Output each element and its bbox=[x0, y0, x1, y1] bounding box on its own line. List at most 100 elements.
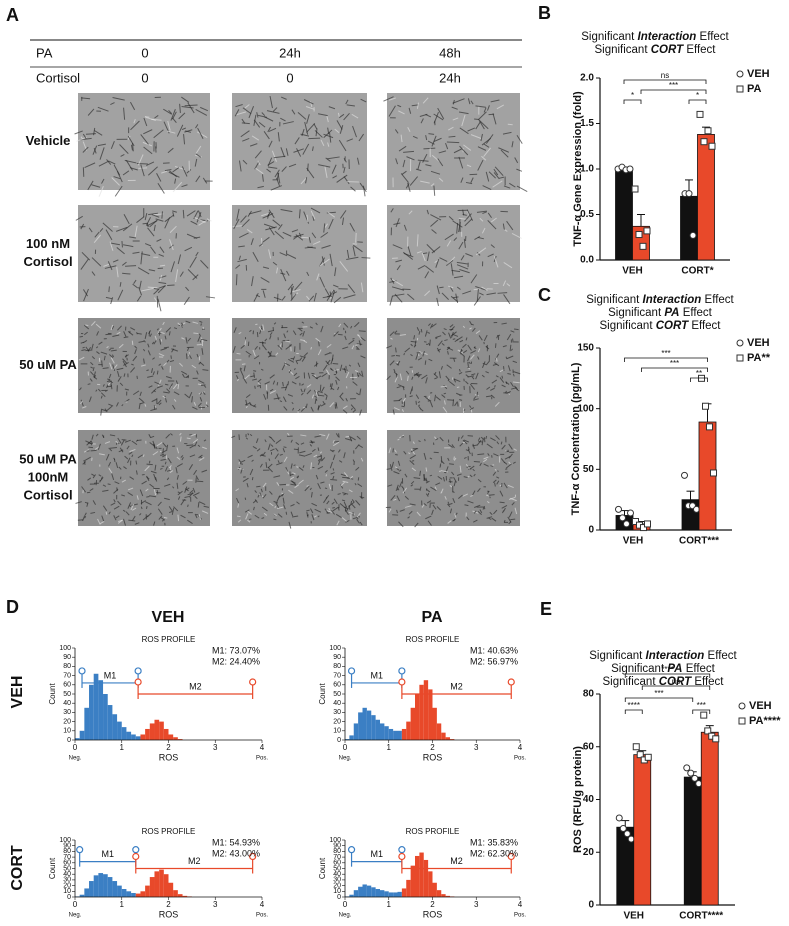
histogram-bar bbox=[112, 714, 118, 740]
cell-stroke bbox=[360, 457, 364, 462]
cell-stroke bbox=[314, 130, 323, 138]
cell-stroke bbox=[417, 161, 421, 170]
cell-stroke bbox=[166, 444, 169, 450]
data-point bbox=[635, 231, 643, 239]
histogram-bar bbox=[159, 721, 164, 740]
cell-stroke bbox=[308, 295, 315, 302]
cell-stroke bbox=[479, 509, 483, 514]
cell-stroke bbox=[131, 507, 137, 511]
cell-stroke bbox=[145, 501, 152, 506]
cell-stroke bbox=[318, 341, 320, 347]
data-point bbox=[619, 825, 627, 833]
y-tick-label: 40 bbox=[333, 700, 341, 707]
cell-stroke bbox=[436, 285, 440, 295]
cell-stroke bbox=[135, 460, 138, 465]
gate-knob bbox=[507, 678, 515, 686]
cell-stroke bbox=[97, 518, 101, 525]
cell-stroke bbox=[100, 476, 103, 480]
cell-stroke bbox=[488, 171, 497, 179]
cell-stroke bbox=[142, 222, 148, 225]
histogram-bar bbox=[159, 869, 164, 897]
cell-stroke bbox=[108, 379, 114, 383]
cell-stroke bbox=[103, 263, 110, 267]
cell-stroke bbox=[172, 404, 176, 410]
cell-stroke bbox=[471, 490, 476, 496]
cell-stroke bbox=[162, 448, 164, 455]
cell-stroke bbox=[438, 371, 441, 379]
cell-stroke bbox=[469, 407, 475, 411]
cell-stroke bbox=[164, 466, 168, 472]
cell-stroke bbox=[514, 385, 519, 391]
cell-stroke bbox=[113, 499, 116, 503]
cell-stroke bbox=[238, 459, 242, 464]
cell-stroke bbox=[88, 396, 92, 403]
cell-stroke bbox=[433, 113, 444, 121]
y-tick-label: 10 bbox=[333, 728, 341, 735]
cell-stroke bbox=[123, 362, 129, 366]
cell-stroke bbox=[125, 160, 134, 171]
cell-stroke bbox=[456, 264, 469, 270]
cell-stroke bbox=[313, 515, 317, 518]
cell-stroke bbox=[335, 379, 338, 385]
cell-stroke bbox=[193, 401, 197, 406]
cell-stroke bbox=[410, 340, 417, 343]
cell-stroke bbox=[270, 444, 274, 447]
cell-stroke bbox=[331, 387, 335, 391]
cell-stroke bbox=[164, 497, 170, 501]
cell-stroke bbox=[268, 127, 277, 132]
cell-stroke bbox=[168, 506, 173, 512]
cell-stroke bbox=[293, 148, 304, 153]
cell-stroke bbox=[159, 338, 162, 345]
histogram-bar bbox=[401, 728, 407, 740]
cell-stroke bbox=[342, 346, 349, 350]
cell-stroke bbox=[404, 505, 412, 508]
x-tick-label: CORT*** bbox=[679, 536, 719, 547]
cell-stroke bbox=[129, 101, 136, 111]
cell-stroke bbox=[306, 384, 312, 388]
cell-stroke bbox=[112, 259, 119, 263]
cell-stroke bbox=[510, 518, 516, 521]
column-title: VEH bbox=[152, 609, 185, 626]
cell-stroke bbox=[328, 218, 334, 230]
cell-stroke bbox=[458, 371, 463, 375]
legend-marker bbox=[738, 717, 746, 725]
histogram-bar bbox=[406, 879, 411, 897]
cell-stroke bbox=[276, 462, 283, 466]
cell-stroke bbox=[442, 331, 446, 336]
cell-stroke bbox=[315, 322, 318, 326]
cell-stroke bbox=[277, 172, 281, 184]
cell-stroke bbox=[313, 292, 317, 302]
chart-title-line: Significant PA Effect bbox=[608, 307, 713, 319]
chart-title-line: Significant CORT Effect bbox=[602, 676, 724, 688]
micrograph-texture bbox=[383, 96, 528, 196]
cell-stroke bbox=[151, 341, 155, 345]
cell-stroke bbox=[160, 347, 167, 351]
cell-stroke bbox=[458, 368, 461, 372]
cell-stroke bbox=[282, 448, 286, 453]
cell-stroke bbox=[310, 441, 315, 443]
cell-stroke bbox=[121, 240, 123, 248]
cell-stroke bbox=[387, 484, 393, 487]
cell-stroke bbox=[113, 164, 121, 176]
cell-stroke bbox=[418, 406, 422, 410]
cell-stroke bbox=[191, 364, 197, 369]
cell-stroke bbox=[116, 402, 119, 407]
cell-stroke bbox=[471, 373, 476, 376]
cell-stroke bbox=[502, 131, 512, 135]
cell-stroke bbox=[452, 98, 465, 104]
gate-stat: M2: 24.40% bbox=[212, 656, 260, 666]
cell-stroke bbox=[411, 376, 414, 380]
cell-stroke bbox=[282, 497, 285, 504]
cell-stroke bbox=[400, 134, 403, 143]
cell-stroke bbox=[337, 493, 341, 495]
cell-stroke bbox=[238, 255, 241, 261]
cell-stroke bbox=[429, 392, 433, 394]
cell-stroke bbox=[450, 331, 454, 338]
cell-stroke bbox=[428, 133, 435, 135]
cell-stroke bbox=[390, 208, 394, 213]
cell-stroke bbox=[152, 371, 155, 376]
cell-stroke bbox=[182, 322, 186, 325]
cell-stroke bbox=[249, 433, 253, 437]
cell-stroke bbox=[281, 166, 287, 172]
cell-stroke bbox=[411, 104, 419, 107]
